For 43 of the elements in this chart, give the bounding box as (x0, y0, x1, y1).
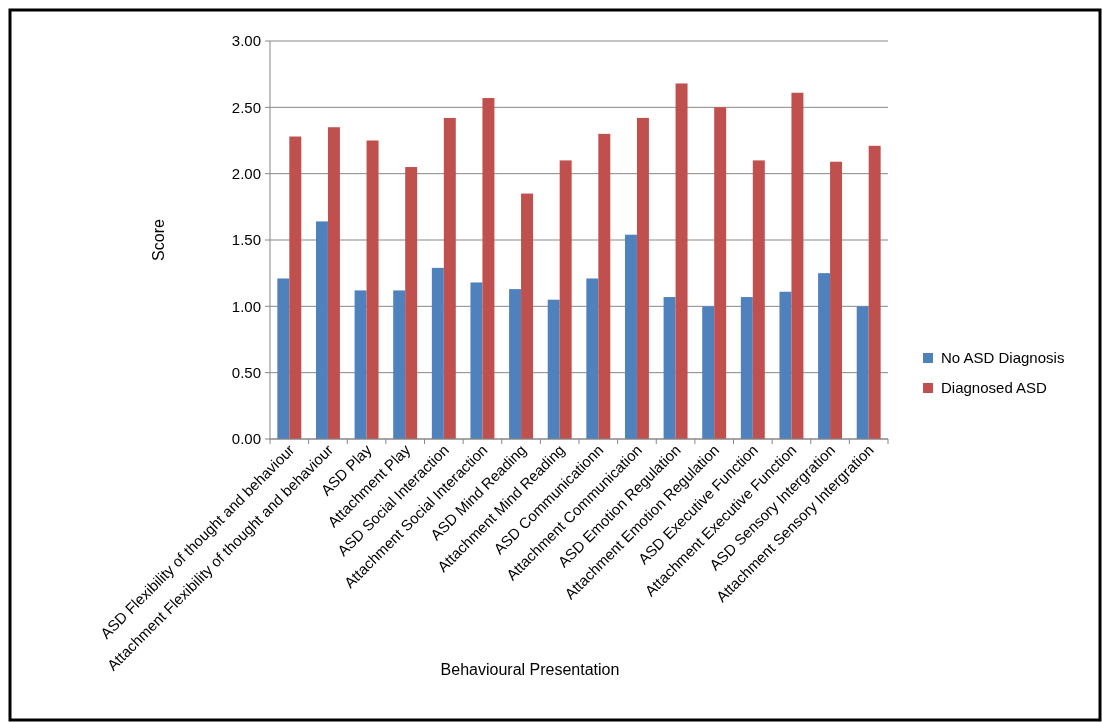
bar (327, 127, 340, 439)
y-tick-label: 2.50 (231, 98, 261, 116)
bar (547, 299, 560, 439)
bar (559, 160, 572, 439)
bar (354, 290, 367, 439)
bar (598, 133, 611, 439)
bar (393, 290, 406, 439)
bar (586, 278, 599, 439)
bar (636, 117, 649, 439)
bar (868, 145, 881, 439)
bar (315, 221, 328, 439)
bar (470, 282, 483, 439)
bar (431, 267, 444, 439)
bar (740, 297, 753, 439)
x-axis-title: Behavioural Presentation (440, 661, 620, 678)
y-tick-label: 2.00 (231, 164, 261, 182)
bar (289, 136, 302, 439)
bar (714, 107, 727, 439)
bar (779, 291, 792, 439)
bar (663, 297, 676, 439)
y-tick-label: 0.00 (231, 430, 261, 448)
bar (482, 98, 495, 439)
bar (443, 117, 456, 439)
y-tick-label: 0.50 (231, 363, 261, 381)
bar (405, 167, 418, 439)
bar (624, 234, 637, 439)
bar (830, 161, 843, 439)
bar (521, 193, 534, 439)
bar (509, 289, 522, 439)
bar (791, 92, 804, 439)
bar (366, 140, 379, 439)
bar (277, 278, 290, 439)
bar (675, 83, 688, 439)
y-tick-label: 1.50 (231, 231, 261, 249)
bar (818, 273, 831, 439)
y-tick-label: 3.00 (231, 32, 261, 50)
y-tick-label: 1.00 (231, 297, 261, 315)
legend-label: Diagnosed ASD (941, 379, 1048, 397)
y-axis-title: Score (150, 219, 167, 261)
bar (752, 160, 765, 439)
legend-label: No ASD Diagnosis (941, 349, 1065, 367)
bar (856, 306, 869, 439)
bar (702, 306, 715, 439)
